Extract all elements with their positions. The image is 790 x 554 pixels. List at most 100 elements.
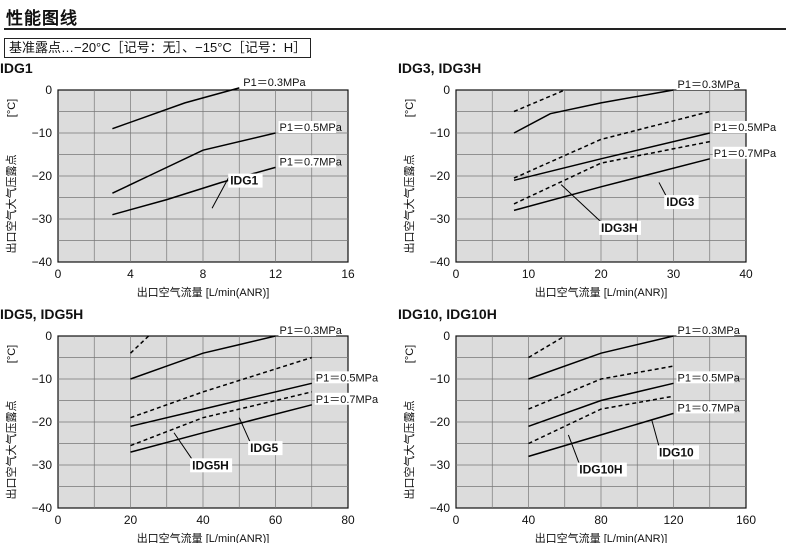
x-tick-label: 10 — [522, 267, 536, 281]
chart-title: IDG5, IDG5H — [0, 306, 84, 322]
annotation-leader — [560, 184, 602, 223]
series-label-bg — [278, 155, 337, 168]
x-tick-label: 0 — [453, 267, 460, 281]
x-axis-label: 出口空气流量 [L/min(ANR)] — [535, 285, 668, 299]
y-tick-label: −10 — [430, 372, 451, 386]
series-line — [528, 382, 674, 428]
annotation-bg — [657, 445, 699, 460]
y-axis-label: 出口空气大气压露点 — [402, 401, 416, 500]
y-tick-label: 0 — [443, 329, 450, 343]
x-tick-label: 16 — [341, 267, 355, 281]
x-tick-label: 0 — [55, 513, 62, 527]
y-tick-label: −40 — [32, 501, 53, 515]
chart-title: IDG1 — [0, 60, 33, 76]
annotation-label: IDG5H — [192, 458, 229, 472]
y-tick-label: 0 — [443, 83, 450, 97]
x-tick-label: 8 — [200, 267, 207, 281]
annotation-bg — [577, 462, 627, 477]
x-tick-label: 30 — [667, 267, 681, 281]
series-label: P1＝0.5MPa — [316, 372, 379, 384]
annotation-label: IDG1 — [230, 174, 258, 188]
annotation-bg — [190, 458, 233, 473]
series-label-bg — [676, 401, 735, 414]
series-label-bg — [676, 371, 735, 384]
series-label-bg — [676, 324, 735, 336]
y-tick-label: −30 — [430, 458, 451, 472]
x-axis-label: 出口空气流量 [L/min(ANR)] — [137, 531, 270, 543]
x-tick-label: 20 — [594, 267, 608, 281]
y-axis-label: 出口空气大气压露点 — [4, 155, 18, 254]
y-axis-label: 出口空气大气压露点 — [402, 155, 416, 254]
annotation-label: IDG3H — [601, 221, 638, 235]
series-label: P1＝0.5MPa — [280, 122, 343, 134]
series-line — [130, 404, 312, 453]
series-label: P1＝0.3MPa — [280, 325, 343, 337]
y-tick-label: −20 — [430, 169, 451, 183]
annotation-bg — [248, 441, 283, 456]
x-tick-label: 160 — [736, 513, 756, 527]
series-label: P1＝0.5MPa — [714, 122, 777, 134]
annotation-label: IDG3 — [666, 195, 694, 209]
annotation-leader — [658, 182, 667, 197]
series-line-dashed — [130, 391, 312, 447]
series-label: P1＝0.3MPa — [678, 79, 741, 91]
annotation-leader — [211, 174, 231, 209]
x-tick-label: 40 — [522, 513, 536, 527]
series-line — [513, 158, 710, 212]
y-tick-label: −40 — [430, 501, 451, 515]
series-label-bg — [314, 392, 373, 405]
chart-idg3: IDG3, IDG3H 0 10 20 30 40 0 −10 −20 −30 −40 出口空气流量… — [398, 60, 788, 308]
x-tick-label: 40 — [739, 267, 753, 281]
x-axis-label: 出口空气流量 [L/min(ANR)] — [535, 531, 668, 543]
y-tick-label: −10 — [430, 126, 451, 140]
x-tick-label: 60 — [269, 513, 283, 527]
series-line-dashed — [528, 365, 674, 410]
y-tick-label: −30 — [32, 458, 53, 472]
chart-idg10: IDG10, IDG10H 0 40 80 120 160 0 −10 −20 −30 −40 出口… — [398, 306, 788, 554]
series-line-dashed — [513, 110, 710, 179]
series-line — [130, 335, 276, 380]
annotation-leader — [238, 417, 251, 443]
x-tick-label: 4 — [127, 267, 134, 281]
y-tick-label: −20 — [430, 415, 451, 429]
chart-title: IDG10, IDG10H — [398, 306, 497, 322]
series-line — [513, 89, 674, 134]
x-tick-label: 0 — [453, 513, 460, 527]
chart-title: IDG3, IDG3H — [398, 60, 482, 76]
y-axis-unit: [°C] — [6, 345, 18, 363]
x-tick-label: 20 — [124, 513, 138, 527]
annotation-leader — [651, 419, 660, 447]
series-label-bg — [676, 78, 735, 90]
series-label: P1＝0.5MPa — [678, 372, 741, 384]
series-line-dashed — [513, 89, 566, 113]
series-label-bg — [314, 371, 373, 384]
series-label: P1＝0.7MPa — [280, 156, 343, 168]
series-line — [112, 87, 240, 130]
series-line — [513, 132, 710, 182]
x-tick-label: 12 — [269, 267, 283, 281]
series-line-dashed — [513, 140, 710, 205]
series-line — [528, 335, 674, 380]
annotation-label: IDG10H — [579, 463, 622, 477]
y-tick-label: −20 — [32, 415, 53, 429]
y-axis-unit: [°C] — [6, 99, 18, 117]
x-tick-label: 80 — [594, 513, 608, 527]
annotation-leader — [567, 434, 580, 464]
annotation-label: IDG10 — [659, 445, 694, 459]
series-label-bg — [242, 75, 300, 88]
y-tick-label: −40 — [430, 255, 451, 269]
series-label: P1＝0.3MPa — [678, 325, 741, 337]
x-tick-label: 0 — [55, 267, 62, 281]
chart-plot: 0 20 40 60 80 0 −10 −20 −30 −40 出口空气流量 [L/min(ANR)… — [4, 324, 379, 543]
series-line-dashed — [528, 335, 566, 359]
y-tick-label: −10 — [32, 372, 53, 386]
series-line — [130, 382, 312, 428]
y-tick-label: −20 — [32, 169, 53, 183]
series-label-bg — [278, 324, 337, 336]
x-axis-label: 出口空气流量 [L/min(ANR)] — [137, 285, 270, 299]
chart-idg1: IDG1 0 4 8 12 16 0 −10 −20 −30 −40 出口空气流量 [L/min(A… — [0, 60, 390, 308]
series-label: P1＝0.3MPa — [243, 77, 306, 89]
y-axis-label: 出口空气大气压露点 — [4, 401, 18, 500]
annotation-bg — [664, 195, 699, 210]
series-label: P1＝0.7MPa — [714, 148, 777, 160]
